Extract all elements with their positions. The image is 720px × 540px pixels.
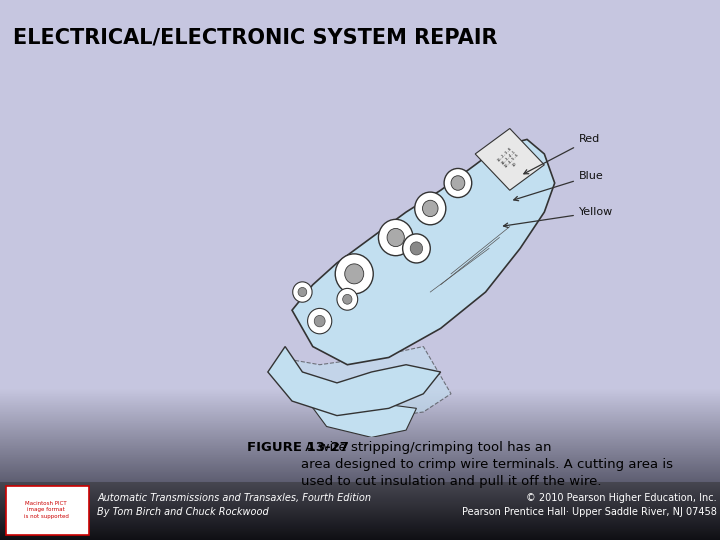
Circle shape (298, 287, 307, 296)
Polygon shape (268, 347, 441, 416)
Circle shape (402, 234, 431, 263)
Circle shape (343, 294, 352, 304)
Polygon shape (292, 139, 554, 364)
Text: Macintosh PICT
image format
is not supported: Macintosh PICT image format is not suppo… (24, 501, 68, 519)
Text: ELECTRICAL/ELECTRONIC SYSTEM REPAIR: ELECTRICAL/ELECTRONIC SYSTEM REPAIR (13, 27, 498, 47)
Text: Red: Red (524, 134, 600, 174)
Text: 16-2-3-8
14-3-4-1
12-4-5-6
10: 16-2-3-8 14-3-4-1 12-4-5-6 10 (497, 146, 523, 172)
Polygon shape (278, 347, 451, 419)
Text: Automatic Transmissions and Transaxles, Fourth Edition
By Tom Birch and Chuck Ro: Automatic Transmissions and Transaxles, … (97, 493, 372, 517)
Circle shape (423, 200, 438, 217)
Circle shape (293, 282, 312, 302)
Circle shape (336, 254, 373, 294)
Text: Blue: Blue (514, 171, 603, 201)
Circle shape (314, 315, 325, 327)
Polygon shape (475, 129, 544, 190)
Circle shape (379, 219, 413, 256)
Circle shape (444, 168, 472, 198)
Text: Yellow: Yellow (503, 207, 613, 227)
Text: © 2010 Pearson Higher Education, Inc.
Pearson Prentice Hall· Upper Saddle River,: © 2010 Pearson Higher Education, Inc. Pe… (462, 493, 716, 517)
Polygon shape (302, 383, 416, 437)
Circle shape (345, 264, 364, 284)
Circle shape (410, 242, 423, 255)
Circle shape (451, 176, 465, 190)
Text: FIGURE 13-27: FIGURE 13-27 (247, 441, 348, 454)
Circle shape (387, 228, 405, 247)
Circle shape (415, 192, 446, 225)
Text: A wire stripping/crimping tool has an
area designed to crimp wire terminals. A c: A wire stripping/crimping tool has an ar… (301, 441, 672, 488)
Circle shape (337, 288, 358, 310)
Circle shape (307, 308, 332, 334)
FancyBboxPatch shape (6, 487, 89, 535)
